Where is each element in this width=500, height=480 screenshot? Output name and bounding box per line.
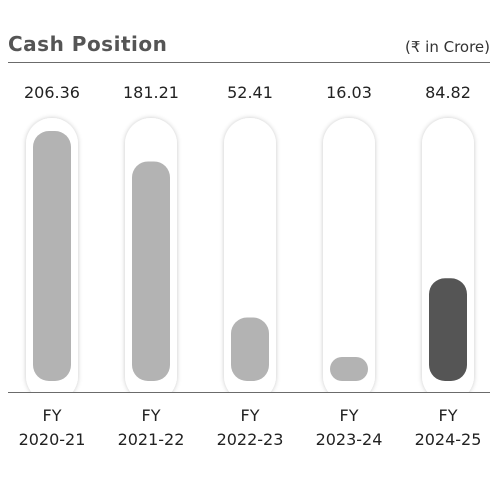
- value-label: 84.82: [425, 83, 471, 102]
- unit-label: (₹ in Crore): [404, 38, 490, 56]
- category-label: FY: [439, 406, 458, 425]
- baseline-rule: [8, 392, 490, 393]
- bar-group: 181.21: [123, 83, 179, 402]
- baseline-cover: [0, 393, 500, 413]
- category-label: 2020-21: [19, 430, 86, 449]
- bar: [33, 131, 71, 381]
- category-label: FY: [340, 406, 359, 425]
- value-label: 206.36: [24, 83, 80, 102]
- bar-group: 52.41: [224, 83, 276, 402]
- bar: [132, 161, 170, 381]
- category-label: FY: [241, 406, 260, 425]
- category-label: 2024-25: [415, 430, 482, 449]
- bar: [231, 317, 269, 381]
- chart-title: Cash Position: [8, 32, 168, 56]
- value-label: 16.03: [326, 83, 372, 102]
- category-label: FY: [142, 406, 161, 425]
- category-label: FY: [43, 406, 62, 425]
- category-label: 2021-22: [118, 430, 185, 449]
- bar-track: [323, 118, 375, 402]
- bar-group: 84.82: [422, 83, 474, 402]
- top-rule: [8, 62, 490, 63]
- bar-group: 16.03: [323, 83, 375, 402]
- bar: [330, 357, 368, 381]
- value-label: 52.41: [227, 83, 273, 102]
- bar-group: 206.36: [24, 83, 80, 402]
- value-label: 181.21: [123, 83, 179, 102]
- category-label: 2023-24: [316, 430, 383, 449]
- category-label: 2022-23: [217, 430, 284, 449]
- bar: [429, 278, 467, 381]
